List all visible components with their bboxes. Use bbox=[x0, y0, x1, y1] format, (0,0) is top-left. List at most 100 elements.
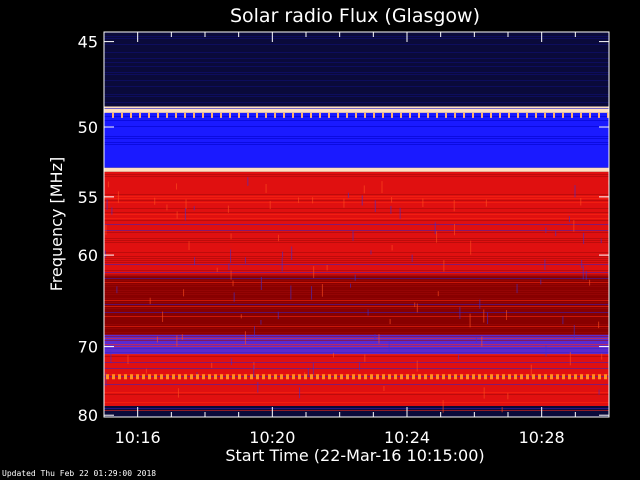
heatmap-burst-dot bbox=[436, 374, 439, 380]
heatmap-streak bbox=[104, 292, 609, 293]
heatmap-burst-dot bbox=[238, 374, 241, 380]
heatmap-burst-dot bbox=[508, 374, 511, 380]
heatmap-burst-dot bbox=[550, 374, 553, 380]
heatmap-line-dot bbox=[409, 112, 411, 118]
heatmap-fleck bbox=[487, 312, 489, 325]
heatmap-streak bbox=[104, 262, 609, 263]
heatmap-line-dot bbox=[553, 112, 555, 118]
heatmap-streak bbox=[104, 258, 609, 259]
heatmap-line-dot bbox=[373, 112, 375, 118]
heatmap-band bbox=[104, 112, 609, 168]
heatmap-fleck bbox=[343, 198, 345, 208]
heatmap-streak bbox=[104, 316, 609, 317]
heatmap-fleck bbox=[291, 246, 293, 261]
heatmap-burst-dot bbox=[316, 374, 319, 380]
x-axis-label: Start Time (22-Mar-16 10:15:00) bbox=[225, 446, 484, 465]
heatmap-streak bbox=[104, 302, 609, 303]
heatmap-fleck bbox=[436, 231, 438, 243]
heatmap-fleck bbox=[166, 204, 168, 211]
heatmap-fleck bbox=[580, 197, 582, 206]
heatmap-streak bbox=[104, 208, 609, 209]
heatmap-streak bbox=[104, 280, 609, 281]
heatmap-streak bbox=[104, 352, 609, 353]
heatmap-fleck bbox=[244, 257, 246, 264]
heatmap-fleck bbox=[105, 372, 107, 387]
heatmap-fleck bbox=[442, 400, 444, 413]
heatmap-line-dot bbox=[571, 112, 573, 118]
heatmap-streak bbox=[104, 264, 609, 265]
heatmap-line-dot bbox=[562, 112, 564, 118]
heatmap-streak bbox=[104, 368, 609, 369]
plot-frame bbox=[103, 31, 610, 418]
heatmap-fleck bbox=[228, 263, 230, 271]
heatmap-fleck bbox=[185, 199, 187, 210]
heatmap-streak bbox=[104, 332, 609, 333]
heatmap-streak bbox=[104, 356, 609, 357]
heatmap-fleck bbox=[469, 313, 471, 328]
heatmap-streak bbox=[104, 362, 609, 363]
heatmap-streak bbox=[104, 346, 609, 347]
heatmap-burst-dot bbox=[292, 374, 295, 380]
heatmap-burst-dot bbox=[448, 374, 451, 380]
heatmap-streak bbox=[104, 240, 609, 241]
heatmap-line-dot bbox=[202, 112, 204, 118]
heatmap-burst-dot bbox=[340, 374, 343, 380]
heatmap-streak bbox=[104, 304, 609, 305]
x-tick-label: 10:24 bbox=[384, 428, 430, 447]
heatmap-streak bbox=[104, 62, 609, 63]
heatmap-line-dot bbox=[247, 112, 249, 118]
heatmap-fleck bbox=[483, 309, 485, 323]
heatmap-fleck bbox=[175, 183, 177, 190]
heatmap-fleck bbox=[364, 354, 366, 362]
heatmap-burst-dot bbox=[172, 374, 175, 380]
heatmap-fleck bbox=[391, 244, 393, 251]
heatmap-streak bbox=[104, 38, 609, 39]
heatmap-line-dot bbox=[184, 112, 186, 118]
heatmap-streak bbox=[104, 86, 609, 87]
y-axis-label: Frequency [MHz] bbox=[47, 157, 66, 291]
heatmap-burst-dot bbox=[520, 374, 523, 380]
heatmap-burst-dot bbox=[220, 374, 223, 380]
heatmap-burst-dot bbox=[586, 374, 589, 380]
heatmap-fleck bbox=[265, 183, 267, 193]
heatmap-line-dot bbox=[445, 112, 447, 118]
heatmap-fleck bbox=[443, 260, 445, 272]
heatmap-burst-dot bbox=[502, 374, 505, 380]
heatmap-streak bbox=[104, 298, 609, 299]
heatmap-burst-dot bbox=[160, 374, 163, 380]
heatmap-burst-dot bbox=[556, 374, 559, 380]
heatmap-fleck bbox=[154, 197, 156, 205]
heatmap-burst-dot bbox=[496, 374, 499, 380]
heatmap-streak bbox=[104, 376, 609, 377]
heatmap-burst-dot bbox=[328, 374, 331, 380]
heatmap-burst-dot bbox=[604, 374, 607, 380]
heatmap-line-dot bbox=[274, 112, 276, 118]
heatmap-burst-dot bbox=[418, 374, 421, 380]
heatmap-fleck bbox=[247, 177, 249, 186]
heatmap-burst-dot bbox=[106, 374, 109, 380]
heatmap-burst-dot bbox=[268, 374, 271, 380]
heatmap-line-dot bbox=[121, 112, 123, 118]
update-timestamp: Updated Thu Feb 22 01:29:00 2018 bbox=[2, 469, 157, 478]
x-tick-label: 10:28 bbox=[519, 428, 565, 447]
heatmap-burst-dot bbox=[388, 374, 391, 380]
heatmap-fleck bbox=[230, 249, 232, 263]
heatmap-streak bbox=[104, 338, 609, 339]
heatmap-burst-dot bbox=[424, 374, 427, 380]
heatmap-burst-dot bbox=[196, 374, 199, 380]
heatmap-burst-dot bbox=[190, 374, 193, 380]
heatmap-fleck bbox=[585, 270, 587, 280]
heatmap-line-dot bbox=[463, 112, 465, 118]
heatmap-line-dot bbox=[535, 112, 537, 118]
heatmap-streak bbox=[104, 174, 609, 175]
heatmap-streak bbox=[104, 144, 609, 145]
heatmap-streak bbox=[104, 126, 609, 127]
heatmap-fleck bbox=[321, 284, 323, 297]
x-axis: 10:16 10:20 10:24 10:28 bbox=[103, 32, 610, 447]
heatmap-fleck bbox=[581, 259, 583, 268]
heatmap-fleck bbox=[589, 279, 591, 286]
heatmap-burst-dot bbox=[166, 374, 169, 380]
heatmap-streak bbox=[104, 194, 609, 195]
heatmap-streak bbox=[104, 336, 609, 337]
heatmap-streak bbox=[104, 374, 609, 375]
